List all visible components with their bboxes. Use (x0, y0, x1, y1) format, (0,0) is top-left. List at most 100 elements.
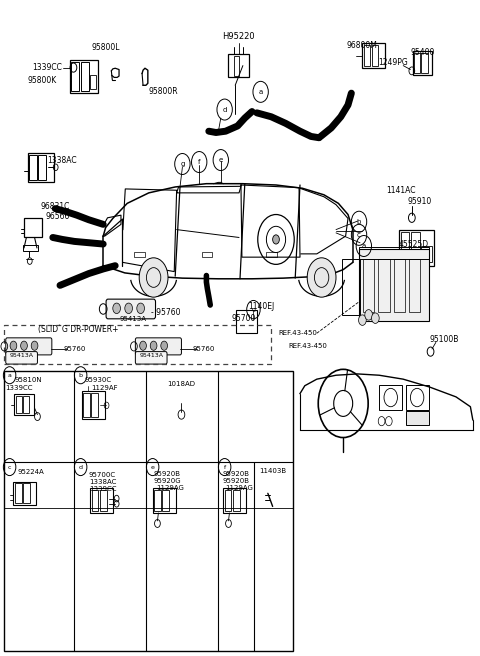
Text: 95413A: 95413A (10, 353, 34, 358)
Text: (SLID`G DR-POWER+: (SLID`G DR-POWER+ (38, 325, 119, 334)
Bar (362, 43, 385, 68)
Text: 95700C: 95700C (89, 472, 116, 478)
Bar (414, 53, 420, 73)
Text: a: a (8, 373, 12, 378)
Text: 1018AD: 1018AD (168, 380, 195, 387)
Text: 45525D: 45525D (399, 239, 429, 249)
Bar (92, 490, 98, 511)
Bar (342, 259, 360, 315)
Text: H95220: H95220 (222, 32, 255, 41)
Text: 95800L: 95800L (91, 43, 120, 52)
Circle shape (31, 341, 38, 350)
Text: 95920G: 95920G (153, 478, 181, 484)
Bar (23, 396, 29, 413)
Text: 95760: 95760 (63, 346, 85, 352)
Text: 95413A: 95413A (119, 316, 146, 322)
Bar (409, 259, 420, 312)
Circle shape (307, 258, 336, 297)
Circle shape (150, 341, 157, 350)
Bar (399, 230, 434, 266)
Bar (266, 252, 277, 257)
Bar (81, 62, 89, 91)
Circle shape (365, 310, 372, 320)
Bar (406, 411, 429, 425)
Bar (359, 249, 429, 321)
Circle shape (372, 313, 379, 323)
Bar (234, 56, 239, 76)
Bar (379, 385, 402, 410)
Bar (100, 490, 107, 511)
Circle shape (140, 341, 146, 350)
Text: 95100B: 95100B (429, 335, 459, 344)
Circle shape (113, 303, 120, 314)
Bar (401, 232, 409, 264)
Bar (421, 53, 428, 73)
Bar (71, 62, 79, 91)
Text: 95920B: 95920B (223, 478, 250, 484)
Bar (4, 371, 293, 651)
Bar (70, 60, 98, 93)
Text: 1129AF: 1129AF (91, 385, 118, 392)
Text: 95400: 95400 (410, 48, 434, 57)
Text: 96831C: 96831C (41, 202, 70, 211)
Text: 1140EJ: 1140EJ (249, 302, 275, 311)
Text: 1141AC: 1141AC (386, 186, 416, 195)
Bar (372, 45, 378, 66)
Text: d: d (79, 464, 83, 470)
Text: 1129AG: 1129AG (156, 485, 184, 491)
Circle shape (137, 303, 144, 314)
Text: b: b (79, 373, 83, 378)
Bar (28, 153, 54, 182)
FancyBboxPatch shape (6, 338, 52, 355)
Bar (225, 490, 231, 511)
Bar (16, 396, 22, 413)
Text: a: a (259, 89, 263, 95)
Bar (223, 488, 246, 513)
Text: 1338AC: 1338AC (89, 479, 116, 485)
Text: a: a (362, 243, 366, 249)
Bar (14, 394, 34, 415)
Bar (13, 482, 36, 505)
Text: 96800M: 96800M (347, 41, 378, 51)
Text: c: c (357, 232, 361, 238)
FancyBboxPatch shape (135, 338, 181, 355)
FancyBboxPatch shape (106, 299, 156, 319)
Bar (411, 232, 420, 264)
Text: f: f (198, 159, 201, 165)
Bar (364, 45, 370, 66)
Text: 95930C: 95930C (85, 377, 112, 384)
Text: - 95760: - 95760 (151, 308, 181, 317)
Bar (153, 488, 176, 513)
Text: REF.43-450: REF.43-450 (278, 330, 317, 337)
Bar (82, 391, 105, 419)
Bar (202, 252, 212, 257)
Circle shape (139, 258, 168, 297)
Text: e: e (151, 464, 155, 470)
Bar (90, 75, 96, 89)
Text: 1339CC: 1339CC (33, 63, 62, 72)
Text: 95760: 95760 (193, 346, 215, 352)
Bar (406, 385, 429, 410)
Bar (421, 246, 432, 262)
Text: e: e (219, 157, 223, 163)
Text: 1129AG: 1129AG (225, 485, 253, 491)
Circle shape (125, 303, 132, 314)
Circle shape (359, 315, 366, 325)
Bar (413, 51, 432, 75)
Text: g: g (252, 307, 255, 312)
Text: 95920B: 95920B (223, 470, 250, 477)
Text: 1339CC: 1339CC (5, 385, 33, 392)
Bar (154, 490, 161, 511)
Bar (38, 155, 46, 180)
Bar (134, 252, 145, 257)
Text: 1249PG: 1249PG (378, 58, 408, 67)
Bar (83, 393, 90, 417)
Circle shape (21, 341, 27, 350)
Text: 95413A: 95413A (139, 353, 163, 358)
Text: 95800K: 95800K (27, 76, 57, 85)
Bar (378, 259, 390, 312)
Text: 1338AC: 1338AC (47, 156, 77, 165)
Bar (15, 483, 22, 503)
Text: 95700: 95700 (232, 314, 256, 323)
Bar (233, 490, 240, 511)
